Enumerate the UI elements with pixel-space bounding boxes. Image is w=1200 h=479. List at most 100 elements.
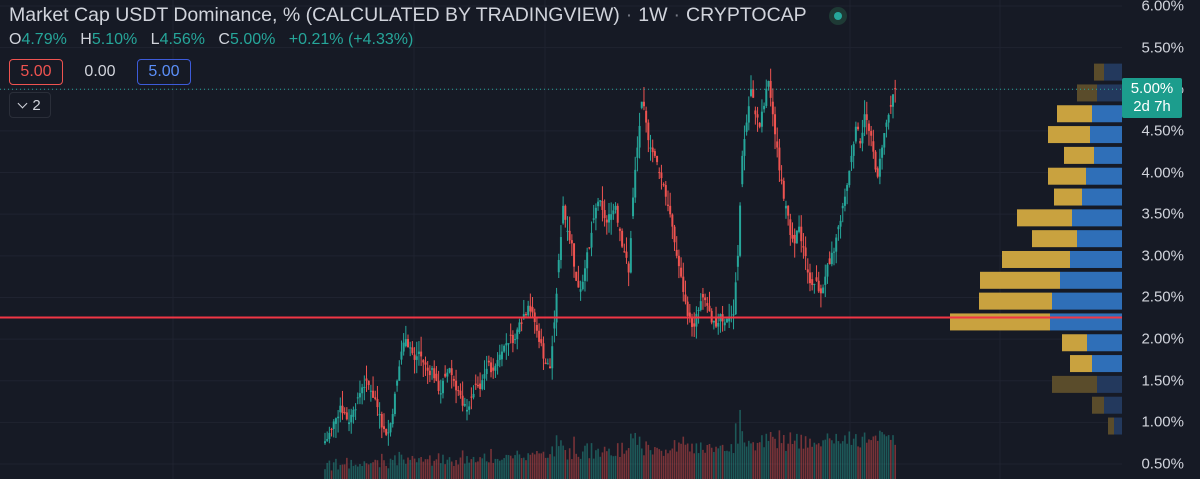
candle-body [411, 347, 414, 354]
volume-bar [734, 423, 737, 479]
ohlc-values: O4.79% H5.10% L4.56% C5.00% +0.21% (+4.3… [9, 31, 847, 49]
candle-body [798, 226, 801, 232]
candle-body [872, 141, 875, 152]
candle-body [612, 210, 615, 215]
volume-bar [494, 458, 497, 479]
volume-bar [370, 463, 372, 479]
volume-bar [584, 445, 586, 479]
volume-profile-up [1097, 375, 1122, 393]
volume-bar [824, 439, 827, 479]
volume-bar [418, 458, 420, 479]
candle-body [594, 207, 597, 219]
candle-body [640, 101, 643, 108]
volume-bar [562, 445, 564, 479]
candle-body [435, 373, 438, 381]
exchange-label[interactable]: CRYPTOCAP [686, 4, 807, 26]
volume-bar [398, 451, 401, 479]
market-status-icon[interactable] [828, 6, 847, 25]
high-value: 5.10% [91, 31, 138, 48]
volume-bar [590, 443, 593, 479]
price-tick-label: 4.50% [1141, 122, 1184, 140]
volume-bar [581, 451, 584, 479]
volume-bar [765, 433, 768, 479]
volume-bar [350, 459, 353, 479]
volume-bar [654, 447, 656, 479]
interval-label[interactable]: 1W [638, 4, 668, 26]
volume-bar [507, 455, 510, 479]
volume-bars [324, 409, 896, 479]
volume-profile-down [1052, 375, 1097, 393]
volume-bar [374, 459, 377, 479]
volume-bar [778, 430, 781, 479]
candle-body [507, 343, 510, 345]
input-value-neutral[interactable]: 0.00 [84, 63, 116, 80]
candle-body [848, 170, 851, 186]
volume-bar [817, 443, 820, 479]
volume-bar [608, 448, 610, 479]
volume-bar [730, 444, 733, 479]
input-value-red[interactable]: 5.00 [9, 59, 63, 85]
candle-body [592, 218, 595, 220]
volume-bar [621, 442, 623, 479]
candle-body [610, 214, 613, 220]
candle-body [649, 147, 652, 149]
volume-bar [612, 456, 615, 479]
candle-body [494, 365, 497, 371]
volume-bar [564, 450, 567, 479]
candle-body [756, 114, 759, 118]
candle-body [876, 168, 879, 177]
candle-body [874, 151, 877, 170]
volume-bar [660, 450, 663, 479]
candle-body [385, 429, 388, 435]
volume-bar [761, 435, 763, 479]
candle-body [651, 147, 654, 153]
volume-profile-up [1072, 209, 1122, 227]
volume-bar [776, 448, 779, 479]
candle-body [688, 312, 691, 319]
volume-bar [748, 440, 750, 479]
candle-body [503, 345, 506, 352]
candle-body [811, 279, 814, 285]
volume-bar [485, 461, 488, 479]
candle-body [514, 339, 517, 341]
volume-bar [680, 443, 682, 479]
low-key: L [150, 31, 160, 48]
volume-bar [782, 435, 785, 479]
indicators-collapse-button[interactable]: 2 [9, 92, 51, 118]
symbol-title-row[interactable]: Market Cap USDT Dominance, % (CALCULATED… [9, 4, 847, 27]
candle-body [367, 380, 370, 386]
input-value-blue[interactable]: 5.00 [137, 59, 191, 85]
price-axis[interactable]: 6.00% 5.50% 5.00% 4.50% 4.00% 3.50% 3.00% 2.50%… [1122, 0, 1200, 479]
volume-profile-up [1082, 188, 1122, 206]
candle-body [754, 110, 757, 115]
volume-bar [614, 455, 617, 479]
candle-body [608, 214, 610, 223]
candle-body [743, 139, 746, 156]
volume-bar [464, 463, 466, 479]
volume-bar [828, 438, 831, 479]
volume-bar [844, 435, 846, 479]
candle-body [878, 158, 881, 177]
candle-body [763, 105, 766, 110]
volume-bar [549, 454, 551, 479]
candle-body [771, 101, 774, 115]
volume-bar [885, 436, 888, 479]
volume-bar [704, 452, 706, 479]
candle-body [387, 432, 390, 434]
volume-bar [820, 446, 822, 479]
volume-bar [348, 468, 350, 479]
candle-body [396, 380, 399, 386]
volume-bar [841, 441, 844, 479]
symbol-title[interactable]: Market Cap USDT Dominance, % (CALCULATED… [9, 4, 620, 26]
candle-body [708, 305, 711, 312]
candle-body [704, 297, 707, 301]
candle-body [393, 393, 396, 415]
candle-body [343, 412, 346, 414]
volume-bar [645, 441, 647, 479]
volume-bar [411, 455, 414, 479]
volume-profile-up [1090, 126, 1122, 144]
volume-profile-down [1077, 84, 1097, 102]
volume-profile-down [1054, 188, 1082, 206]
volume-bar [501, 459, 503, 479]
